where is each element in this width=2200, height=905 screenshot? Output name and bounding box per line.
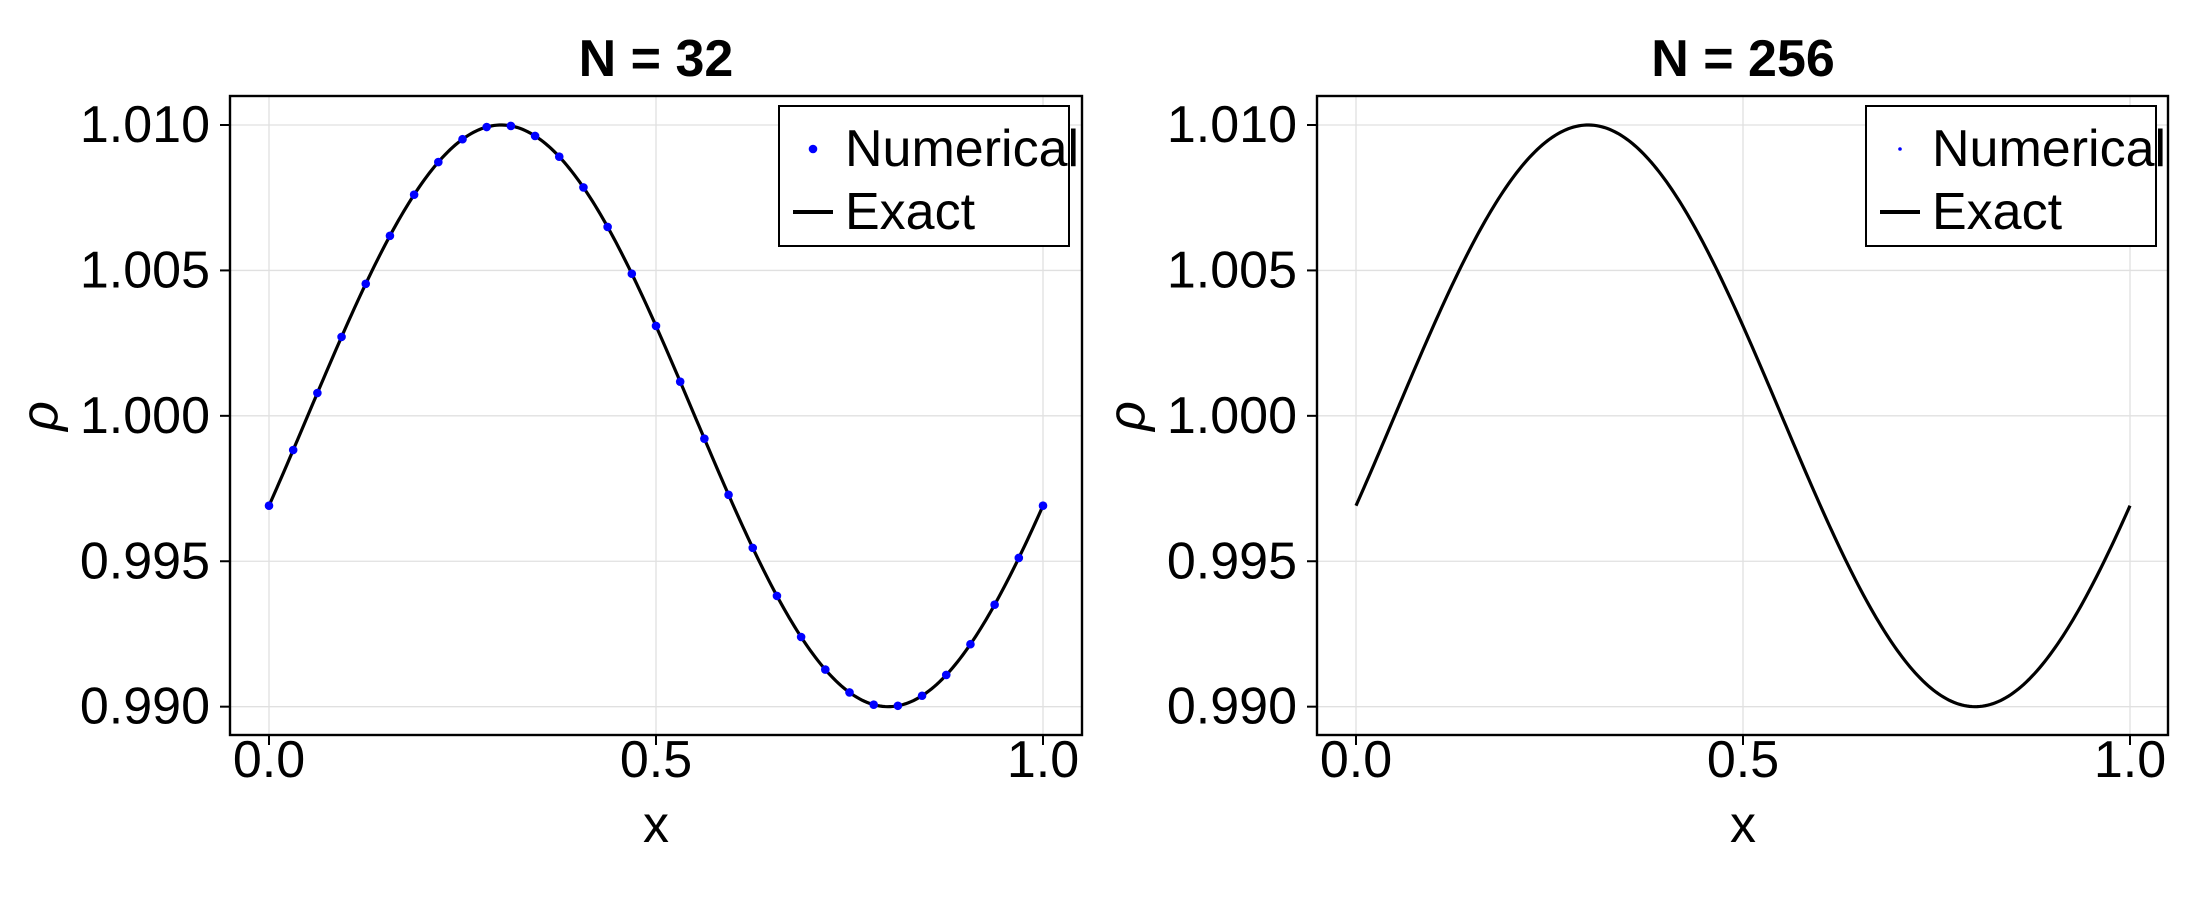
- svg-text:0.990: 0.990: [80, 678, 210, 736]
- svg-text:ρ: ρ: [11, 401, 69, 433]
- svg-text:1.010: 1.010: [80, 96, 210, 154]
- svg-text:1.0: 1.0: [1007, 731, 1079, 789]
- svg-text:Exact: Exact: [1932, 183, 2063, 241]
- svg-text:ρ: ρ: [1098, 401, 1156, 433]
- svg-text:1.000: 1.000: [1167, 387, 1297, 445]
- svg-text:1.000: 1.000: [80, 387, 210, 445]
- svg-text:0.995: 0.995: [1167, 532, 1297, 590]
- svg-text:1.005: 1.005: [1167, 241, 1297, 299]
- svg-text:0.5: 0.5: [620, 731, 692, 789]
- svg-text:x: x: [643, 796, 669, 854]
- svg-text:0.0: 0.0: [1320, 731, 1392, 789]
- svg-text:1.005: 1.005: [80, 241, 210, 299]
- svg-text:N = 32: N = 32: [579, 30, 734, 88]
- svg-text:Exact: Exact: [845, 183, 976, 241]
- svg-text:N = 256: N = 256: [1651, 30, 1835, 88]
- svg-text:1.010: 1.010: [1167, 96, 1297, 154]
- svg-text:0.995: 0.995: [80, 532, 210, 590]
- svg-text:Numerical: Numerical: [845, 120, 1079, 178]
- svg-text:x: x: [1730, 796, 1756, 854]
- svg-text:Numerical: Numerical: [1932, 120, 2166, 178]
- svg-text:0.5: 0.5: [1707, 731, 1779, 789]
- svg-text:0.0: 0.0: [233, 731, 305, 789]
- svg-text:1.0: 1.0: [2094, 731, 2166, 789]
- svg-text:0.990: 0.990: [1167, 678, 1297, 736]
